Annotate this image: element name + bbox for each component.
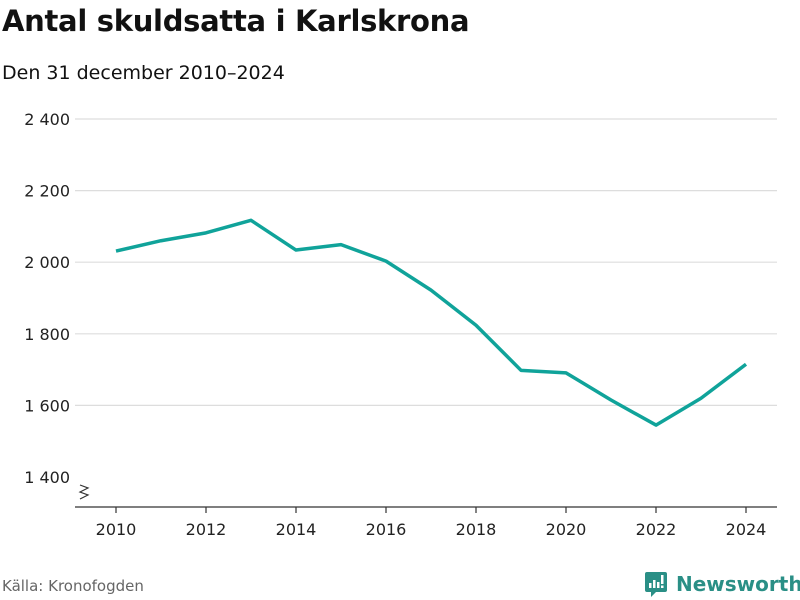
y-tick-label: 2 200 <box>24 182 70 201</box>
y-tick-label: 1 400 <box>24 468 70 487</box>
newsworthy-logo-icon <box>645 572 667 597</box>
source-note: Källa: Kronofogden <box>2 577 144 595</box>
y-tick-label: 2 400 <box>24 110 70 129</box>
chart-subtitle: Den 31 december 2010–2024 <box>2 62 285 84</box>
x-tick-label: 2022 <box>636 520 677 539</box>
chart-title: Antal skuldsatta i Karlskrona <box>2 4 470 38</box>
series-group <box>115 218 748 427</box>
gridlines <box>75 118 777 406</box>
x-tick-label: 2012 <box>186 520 227 539</box>
x-tick-label: 2018 <box>456 520 497 539</box>
x-tick-label: 2010 <box>96 520 137 539</box>
x-axis-labels: 2010 2012 2014 2016 2018 2020 2022 2024 <box>96 507 767 539</box>
brand-logo: Newsworthy <box>644 570 800 598</box>
x-tick-label: 2016 <box>366 520 407 539</box>
axis-break-icon <box>78 484 90 500</box>
y-tick-label: 1 800 <box>24 325 70 344</box>
series-line <box>115 218 748 427</box>
y-tick-label: 2 000 <box>24 253 70 272</box>
y-tick-label: 1 600 <box>24 396 70 415</box>
y-axis-labels: 1 400 1 600 1 800 2 000 2 200 2 400 <box>24 110 70 487</box>
x-tick-label: 2014 <box>276 520 317 539</box>
x-tick-label: 2020 <box>546 520 587 539</box>
x-tick-label: 2024 <box>726 520 767 539</box>
brand-name: Newsworthy <box>676 572 800 596</box>
